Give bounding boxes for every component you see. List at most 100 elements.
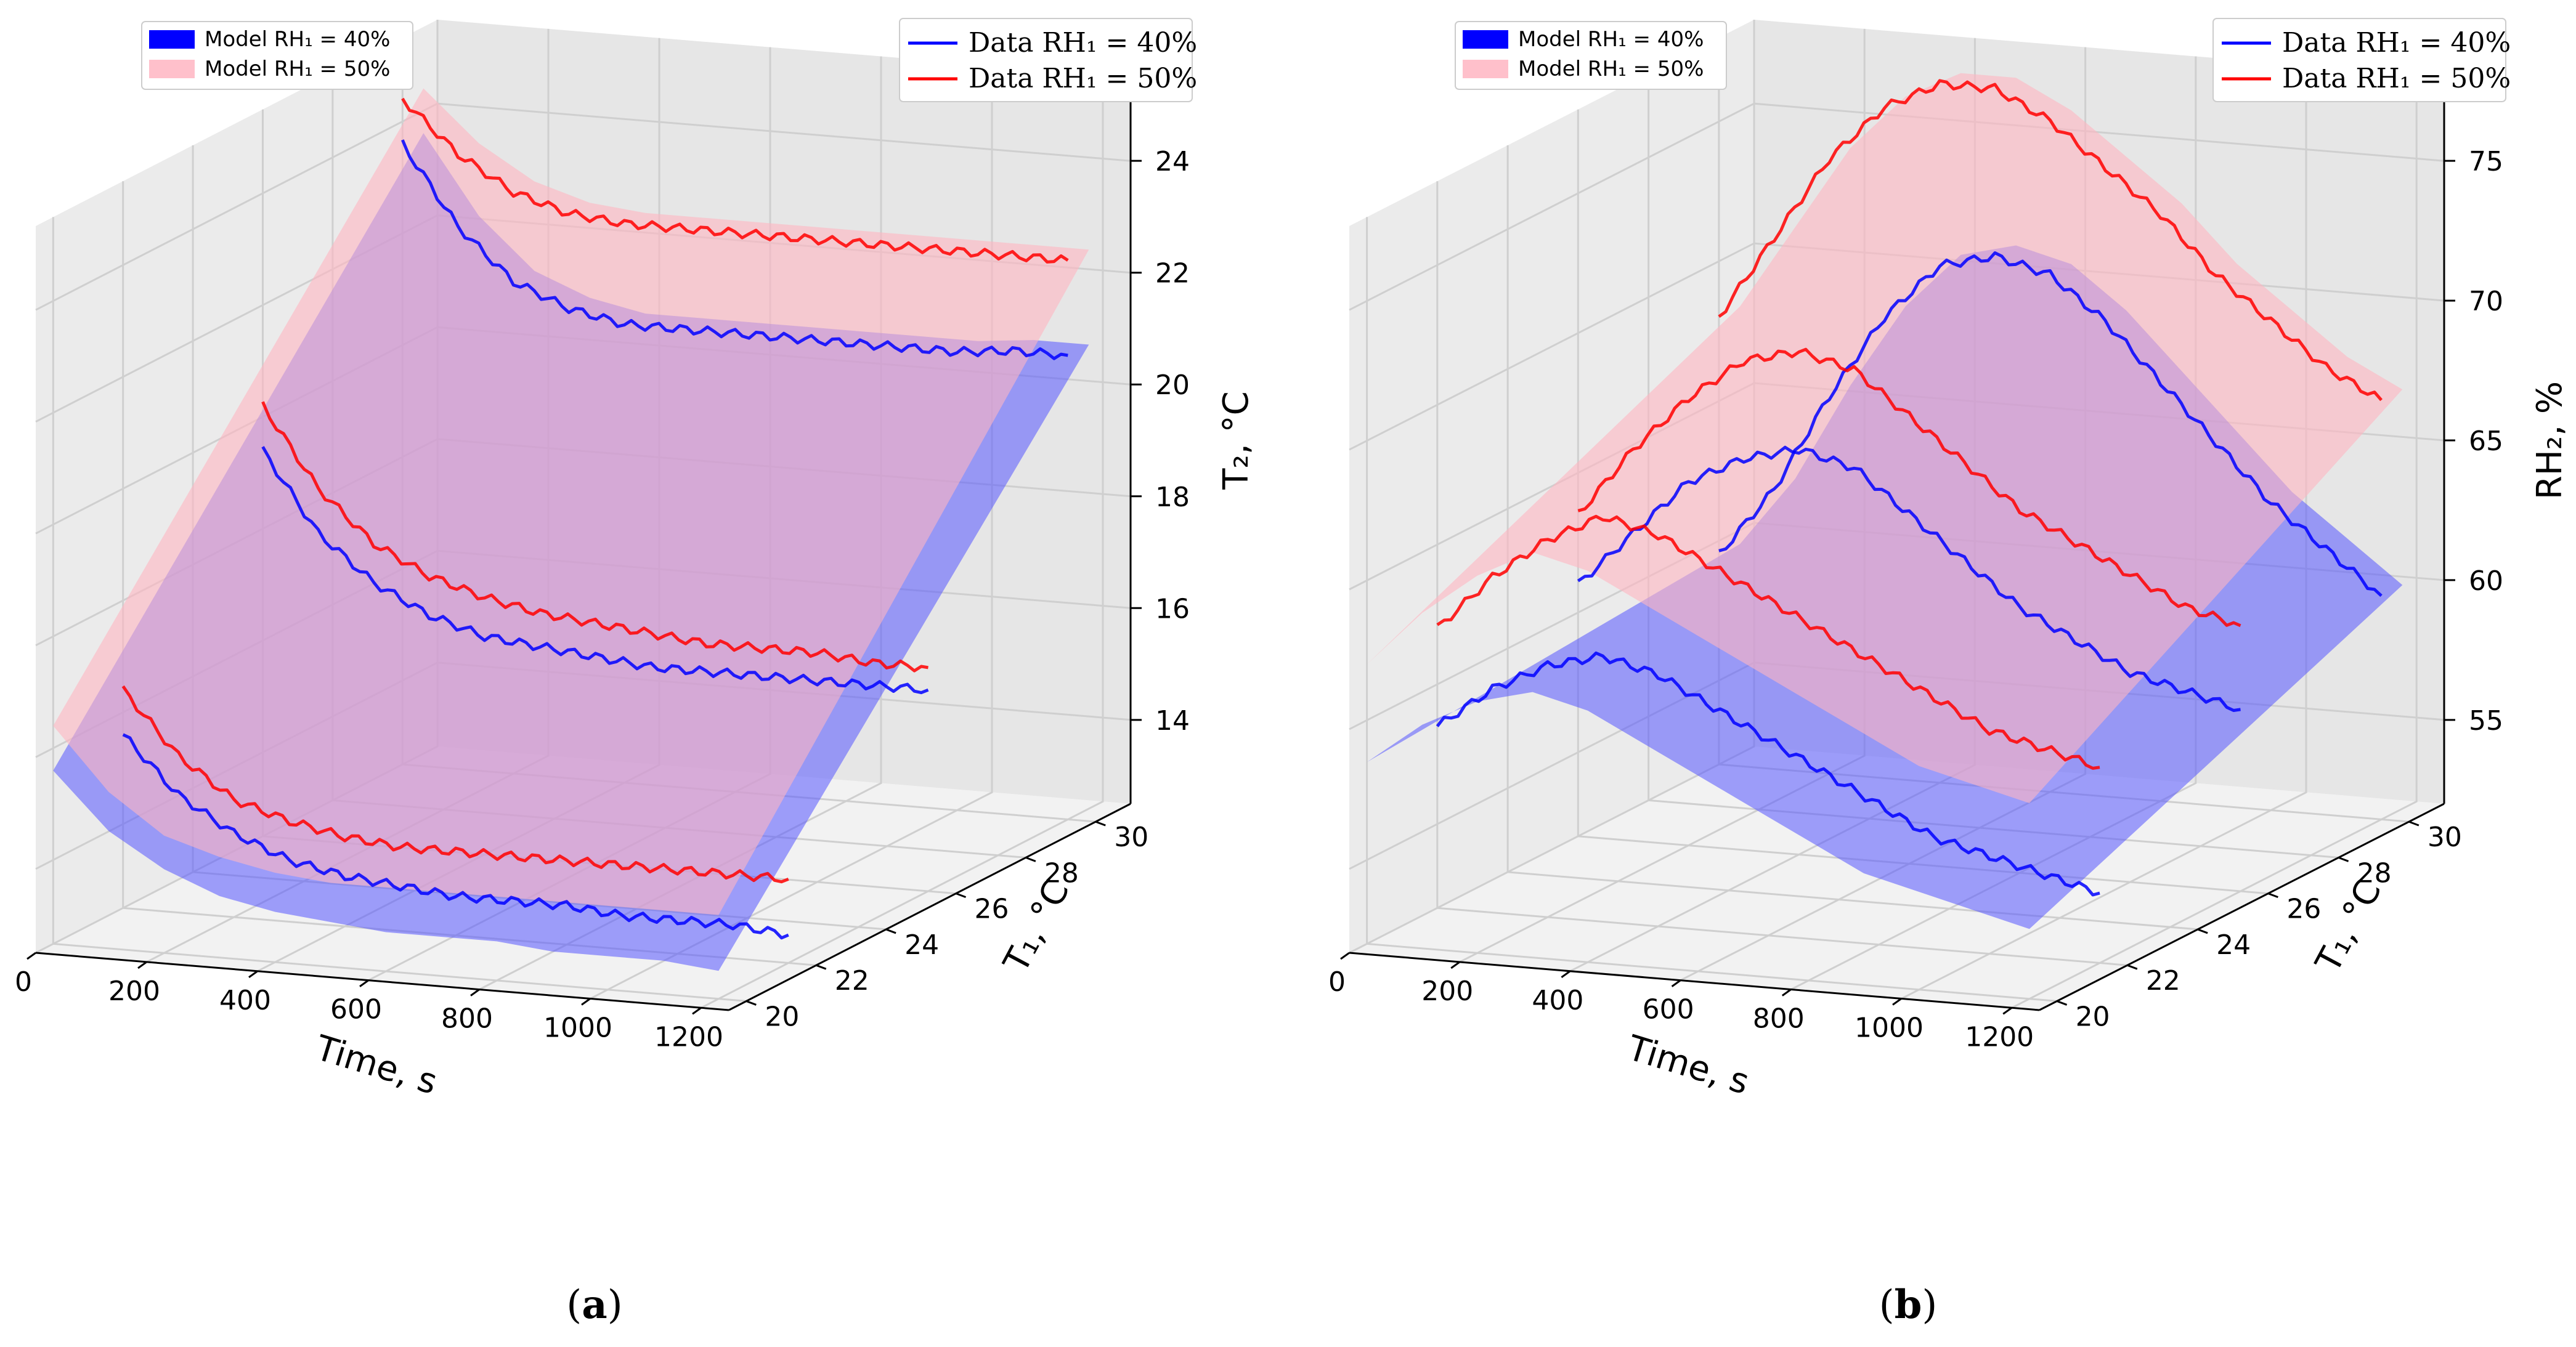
x-tick-label: 800 — [1753, 1003, 1805, 1035]
gridline-z — [1349, 102, 2445, 311]
y-axis-line — [728, 803, 1131, 1011]
x-tick-label: 400 — [1532, 985, 1583, 1016]
x-tick-label: 400 — [219, 985, 271, 1016]
gridline-y — [52, 217, 747, 1002]
x-tick-mark — [1671, 979, 1681, 987]
x-tick-mark — [26, 952, 36, 960]
y-tick-label: 28 — [1044, 857, 1079, 889]
y-tick-mark — [1095, 820, 1106, 827]
model-legend-box — [141, 21, 413, 90]
z-tick-label: 14 — [1155, 705, 1190, 737]
panel-caption-letter: b — [1895, 1282, 1922, 1328]
legend-swatch — [149, 60, 195, 78]
data-line-40 — [261, 446, 929, 695]
model-surface-50 — [53, 88, 1089, 915]
y-tick-label: 24 — [904, 929, 939, 961]
data-line-50 — [1718, 79, 2383, 402]
y-tick-mark — [2127, 964, 2138, 970]
data-line-50 — [261, 401, 928, 673]
gridline-x — [2011, 75, 2418, 1009]
y-tick-label: 26 — [975, 894, 1009, 925]
y-tick-mark — [885, 928, 896, 934]
y-axis-title: T₁, °C — [996, 873, 1078, 979]
panel-caption: (b) — [1879, 1282, 1938, 1328]
z-tick-label: 24 — [1155, 146, 1190, 177]
x-tick-mark — [248, 970, 258, 978]
data-line-40 — [1718, 251, 2383, 597]
z-tick-label: 22 — [1155, 258, 1190, 289]
model-legend-label: Model RH₁ = 50% — [1518, 57, 1704, 81]
model-legend-label: Model RH₁ = 50% — [205, 57, 390, 81]
gridline-y — [1506, 145, 2198, 931]
x-tick-label: 200 — [1421, 976, 1473, 1007]
model-legend-label: Model RH₁ = 40% — [205, 27, 390, 52]
data-legend-label: Data RH₁ = 40% — [969, 27, 1197, 59]
data-legend-box — [899, 18, 1193, 102]
y-axis-title: T₁, °C — [2308, 873, 2390, 979]
z-tick-label: 18 — [1155, 482, 1190, 513]
y-tick-label: 20 — [765, 1001, 799, 1032]
z-tick-label: 20 — [1155, 370, 1190, 401]
legend-swatch — [149, 30, 195, 49]
panel-b: 0 200 400 600 800 1000 1200 20 22 24 26 28 30 55 60 65 7… — [1328, 18, 2570, 1328]
x-tick-mark — [359, 979, 369, 987]
y-tick-mark — [2267, 892, 2278, 899]
z-tick-label: 60 — [2469, 565, 2503, 597]
y-tick-label: 30 — [1114, 822, 1148, 853]
gridline-y — [1366, 217, 2057, 1002]
panel-caption-letter: a — [582, 1282, 607, 1328]
data-legend-box — [2212, 18, 2506, 102]
z-axis-title: T₂, °C — [1216, 391, 1256, 490]
x-tick-label: 600 — [330, 994, 382, 1025]
model-legend-box — [1455, 21, 1727, 90]
y-tick-label: 22 — [2146, 965, 2180, 997]
z-tick-label: 75 — [2469, 146, 2503, 177]
x-tick-mark — [1892, 998, 1902, 1006]
x-tick-mark — [1781, 989, 1792, 997]
y-tick-label: 26 — [2286, 894, 2321, 925]
panel-caption: (a) — [566, 1282, 622, 1328]
y-tick-mark — [2197, 928, 2208, 934]
y-axis-line — [2039, 803, 2445, 1011]
legend-swatch — [1463, 30, 1508, 49]
gridline-x — [1901, 65, 2307, 1000]
data-line-40 — [1436, 651, 2100, 897]
x-tick-label: 0 — [1328, 966, 1346, 998]
y-tick-mark — [2408, 820, 2420, 827]
x-tick-label: 600 — [1643, 994, 1694, 1025]
x-tick-label: 1200 — [654, 1021, 723, 1053]
panel-a: 0 200 400 600 800 1000 1200 20 22 24 26 28 30 14 16 18 2… — [15, 18, 1256, 1328]
x-tick-mark — [1561, 970, 1571, 978]
x-tick-mark — [692, 1007, 702, 1015]
data-line-50 — [1436, 514, 2100, 770]
x-tick-label: 1200 — [1965, 1021, 2034, 1053]
x-tick-mark — [2002, 1007, 2013, 1015]
legend-swatch — [1463, 60, 1508, 78]
x-tick-label: 1000 — [543, 1012, 612, 1043]
x-tick-mark — [137, 961, 147, 969]
model-surface-50 — [1367, 73, 2403, 803]
gridline-y — [1436, 181, 2127, 966]
y-tick-mark — [2338, 856, 2349, 862]
data-line-40 — [400, 139, 1068, 360]
y-tick-label: 22 — [835, 965, 869, 997]
x-axis-title: Time, s — [311, 1028, 442, 1102]
y-tick-mark — [816, 964, 827, 970]
y-tick-label: 24 — [2216, 929, 2251, 961]
data-legend-label: Data RH₁ = 50% — [969, 63, 1197, 94]
y-tick-mark — [1025, 856, 1036, 862]
data-line-40 — [1577, 445, 2241, 712]
y-tick-mark — [2057, 1000, 2068, 1006]
z-axis-title: RH₂, % — [2530, 381, 2570, 500]
x-tick-label: 1000 — [1855, 1012, 1924, 1043]
x-axis-title: Time, s — [1622, 1028, 1753, 1102]
y-tick-label: 20 — [2076, 1001, 2110, 1032]
y-tick-mark — [955, 892, 967, 899]
data-legend-label: Data RH₁ = 50% — [2282, 63, 2511, 94]
y-tick-mark — [746, 1000, 757, 1006]
y-tick-label: 28 — [2357, 857, 2392, 889]
gridline-x — [701, 75, 1104, 1009]
data-line-40 — [122, 733, 789, 940]
x-tick-mark — [1450, 961, 1461, 969]
